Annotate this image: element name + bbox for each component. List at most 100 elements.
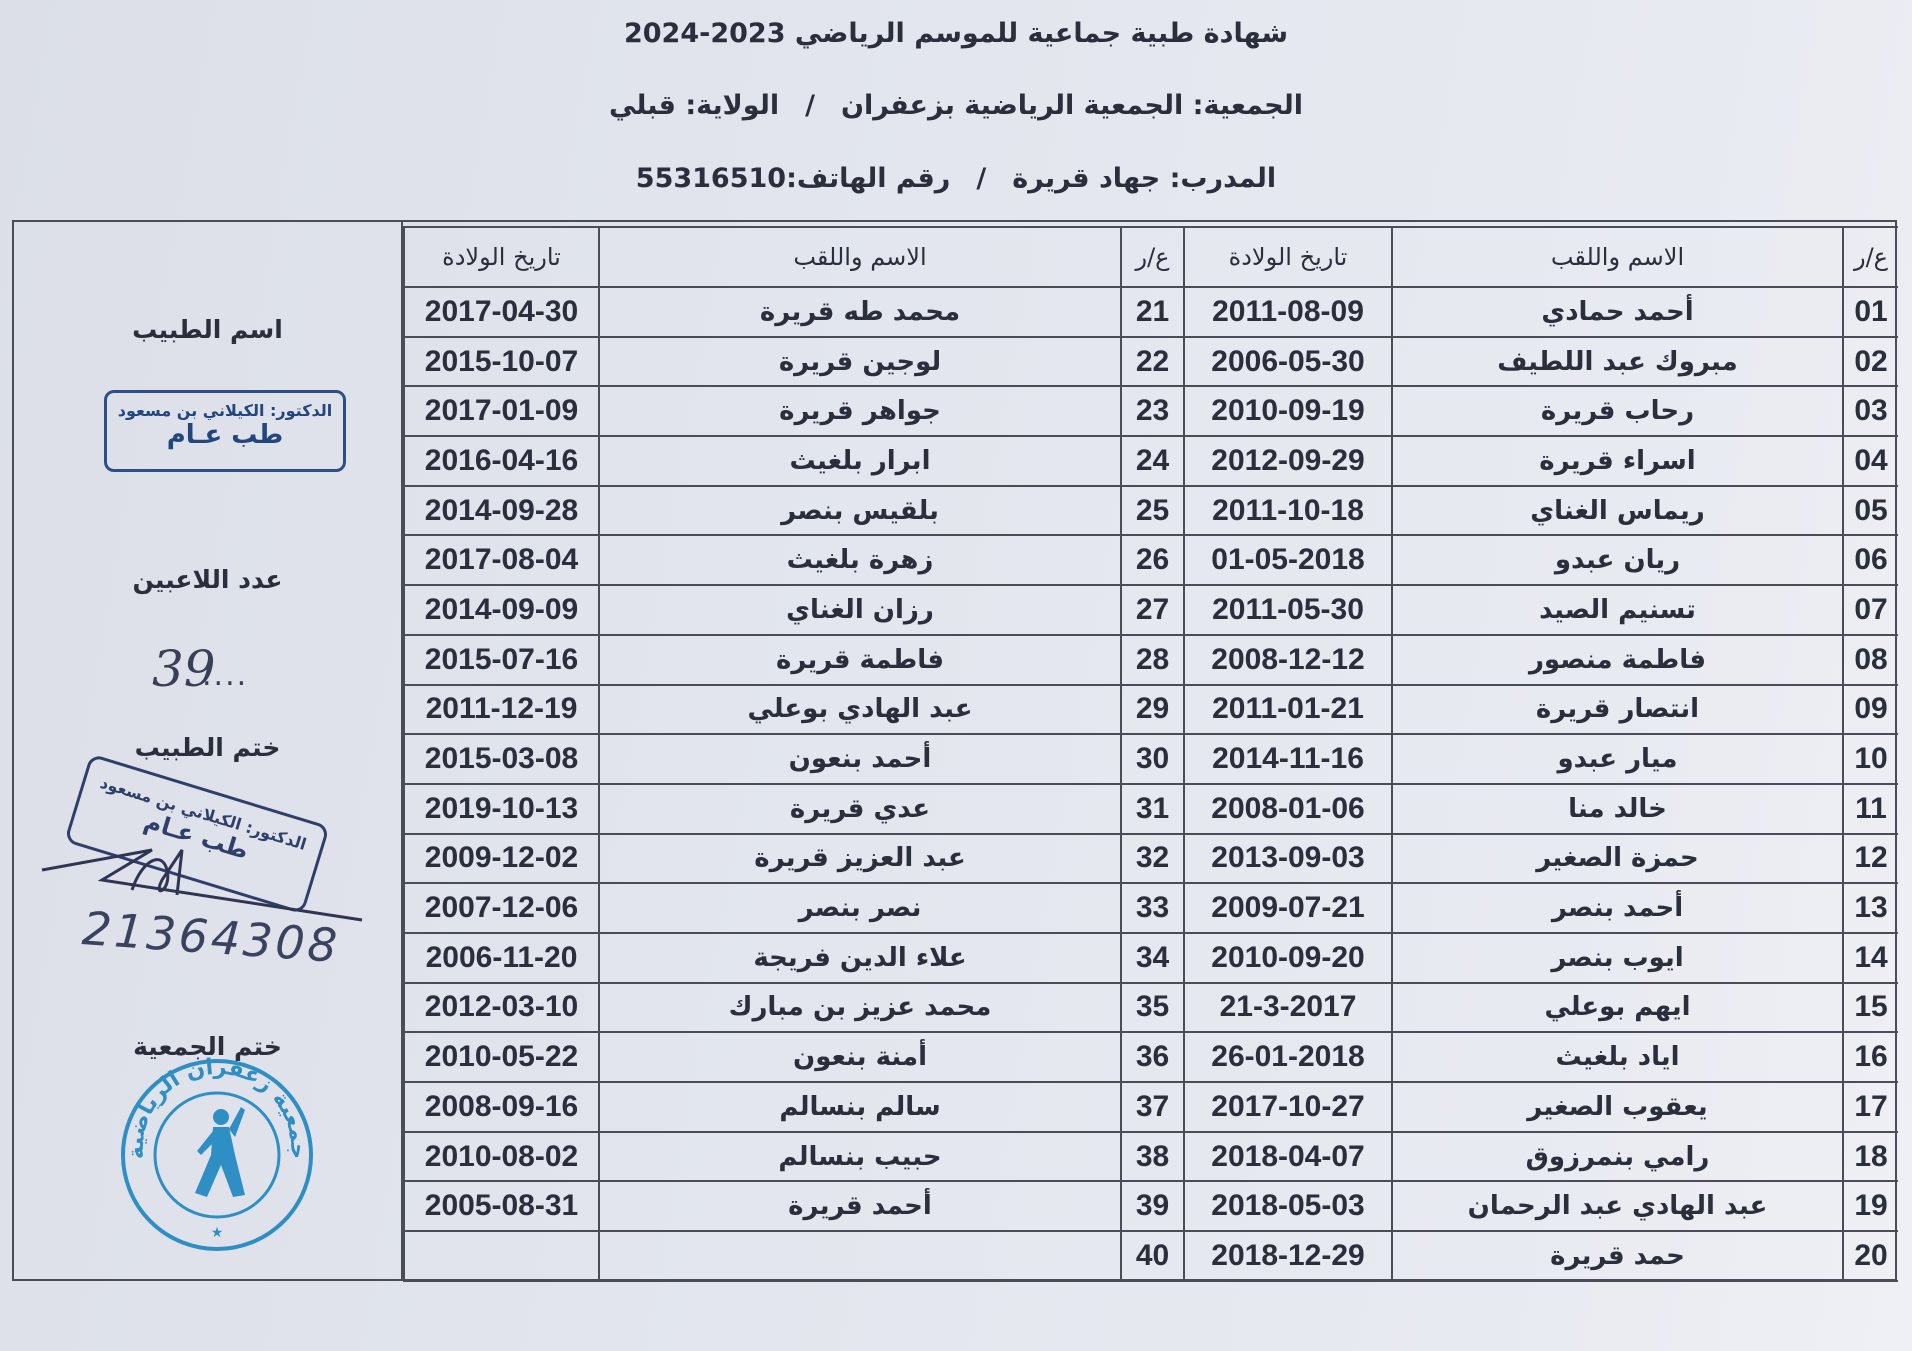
player-number: 33 (1120, 882, 1185, 934)
players-count: 39 (152, 640, 216, 698)
player-number: 30 (1120, 733, 1185, 785)
player-name: أحمد قريرة (598, 1180, 1122, 1233)
table-row: 2015-10-07 لوجين قريرة 22 2006-05-30 مبروك ع… (403, 335, 1898, 388)
player-number: 07 (1842, 584, 1898, 636)
player-number: 02 (1842, 335, 1898, 388)
player-number: 35 (1120, 981, 1185, 1034)
player-number: 16 (1842, 1031, 1898, 1083)
doctor-name-stamp: الدكتور: الكيلاني بن مسعود طب عـام (104, 390, 346, 472)
player-name: نصر بنصر (598, 882, 1122, 934)
player-dob: 2010-09-19 (1183, 385, 1393, 438)
player-number: 05 (1842, 484, 1898, 537)
table-row: 2007-12-06 نصر بنصر 33 2009-07-21 أحمد بنصر 1… (403, 882, 1898, 934)
player-dob: 2011-05-30 (1183, 584, 1393, 636)
player-dob: 2010-08-02 (403, 1130, 600, 1183)
player-name: أحمد بنصر (1391, 882, 1844, 934)
table-row: 2017-08-04 زهرة بلغيث 26 01-05-2018 ريان عبد… (403, 534, 1898, 587)
player-name: جواهر قريرة (598, 385, 1122, 438)
player-dob: 2006-05-30 (1183, 335, 1393, 388)
player-dob: 2005-08-31 (403, 1180, 600, 1233)
player-dob: 2017-10-27 (1183, 1081, 1393, 1133)
player-name: ايوب بنصر (1391, 931, 1844, 984)
table-row: 2008-09-16 سالم بنسالم 37 2017-10-27 يعقوب ا… (403, 1081, 1898, 1133)
player-dob: 21-3-2017 (1183, 981, 1393, 1034)
player-name: عبد الهادي عبد الرحمان (1391, 1180, 1844, 1233)
player-name: ريان عبدو (1391, 534, 1844, 587)
table-row: 2015-07-16 فاطمة قريرة 28 2008-12-12 فاطمة م… (403, 633, 1898, 686)
player-dob: 2011-10-18 (1183, 484, 1393, 537)
player-dob: 2014-11-16 (1183, 733, 1393, 785)
player-dob: 2018-04-07 (1183, 1130, 1393, 1183)
col-header-dob: تاريخ الولادة (1183, 226, 1393, 288)
player-dob: 2006-11-20 (403, 931, 600, 984)
player-number: 31 (1120, 782, 1185, 835)
player-dob: 2013-09-03 (1183, 832, 1393, 885)
player-number: 29 (1120, 683, 1185, 736)
player-name (598, 1230, 1122, 1282)
player-dob: 2016-04-16 (403, 435, 600, 487)
club-line: الجمعية: الجمعية الرياضية بزعفران / الولاي… (0, 90, 1912, 121)
table-row: 2016-04-16 ابرار بلغيث 24 2012-09-29 اسراء ق… (403, 435, 1898, 487)
player-name: رحاب قريرة (1391, 385, 1844, 438)
player-name: تسنيم الصيد (1391, 584, 1844, 636)
player-number: 39 (1120, 1180, 1185, 1233)
col-header-name: الاسم واللقب (1391, 226, 1844, 288)
doctor-name-label: اسم الطبيب (132, 315, 283, 344)
player-name: عدي قريرة (598, 782, 1122, 835)
table-row: 40 2018-12-29 حمد قريرة 20 (403, 1230, 1898, 1282)
col-header-name: الاسم واللقب (598, 226, 1122, 288)
player-number: 17 (1842, 1081, 1898, 1133)
player-dob: 2018-12-29 (1183, 1230, 1393, 1282)
table-row: 2014-09-09 رزان الغناي 27 2011-05-30 تسنيم ا… (403, 584, 1898, 636)
player-name: علاء الدين فريجة (598, 931, 1122, 984)
player-dob: 2015-10-07 (403, 335, 600, 388)
player-dob: 2011-12-19 (403, 683, 600, 736)
player-name: سالم بنسالم (598, 1081, 1122, 1133)
player-number: 40 (1120, 1230, 1185, 1282)
separator: / (805, 90, 815, 121)
player-name: بلقيس بنصر (598, 484, 1122, 537)
signature-scribble (41, 848, 363, 922)
player-name: محمد طه قريرة (598, 286, 1122, 338)
karate-figure-icon (195, 1107, 245, 1197)
player-name: ايهم بوعلي (1391, 981, 1844, 1034)
club-seal-stamp: جمعية زعفران الرياضية ★ (121, 1055, 313, 1251)
player-number: 23 (1120, 385, 1185, 438)
table-row: 2010-05-22 أمنة بنعون 36 26-01-2018 اياد بلغ… (403, 1031, 1898, 1083)
player-number: 18 (1842, 1130, 1898, 1183)
table-row: 2014-09-28 بلقيس بنصر 25 2011-10-18 ريماس ال… (403, 484, 1898, 537)
col-header-num: ع/ر (1842, 226, 1898, 288)
col-header-num: ع/ر (1120, 226, 1185, 288)
player-number: 01 (1842, 286, 1898, 338)
player-number: 13 (1842, 882, 1898, 934)
player-number: 11 (1842, 782, 1898, 835)
player-number: 04 (1842, 435, 1898, 487)
player-dob: 2008-01-06 (1183, 782, 1393, 835)
player-number: 09 (1842, 683, 1898, 736)
separator: / (976, 163, 987, 194)
player-number: 08 (1842, 633, 1898, 686)
player-dob: 2010-05-22 (403, 1031, 600, 1083)
player-name: اياد بلغيث (1391, 1031, 1844, 1083)
player-dob: 01-05-2018 (1183, 534, 1393, 587)
table-row: 2011-12-19 عبد الهادي بوعلي 29 2011-01-21 ان… (403, 683, 1898, 736)
player-number: 06 (1842, 534, 1898, 587)
player-dob: 26-01-2018 (1183, 1031, 1393, 1083)
club-name: الجمعية: الجمعية الرياضية بزعفران (841, 90, 1304, 121)
player-number: 19 (1842, 1180, 1898, 1233)
player-number: 15 (1842, 981, 1898, 1034)
player-dob: 2009-07-21 (1183, 882, 1393, 934)
player-number: 20 (1842, 1230, 1898, 1282)
player-name: أحمد بنعون (598, 733, 1122, 785)
stamp-doctor-name: الدكتور: الكيلاني بن مسعود (117, 401, 333, 420)
player-number: 14 (1842, 931, 1898, 984)
table-header-row: تاريخ الولادة الاسم واللقب ع/ر تاريخ الو… (403, 226, 1898, 288)
player-number: 36 (1120, 1031, 1185, 1083)
player-dob: 2011-01-21 (1183, 683, 1393, 736)
player-dob: 2014-09-28 (403, 484, 600, 537)
player-dob: 2009-12-02 (403, 832, 600, 885)
sidebar-panel: اسم الطبيب الدكتور: الكيلاني بن مسعود طب… (12, 220, 403, 1281)
table-row: 2017-04-30 محمد طه قريرة 21 2011-08-09 أحمد … (403, 286, 1898, 338)
player-number: 21 (1120, 286, 1185, 338)
player-name: لوجين قريرة (598, 335, 1122, 388)
